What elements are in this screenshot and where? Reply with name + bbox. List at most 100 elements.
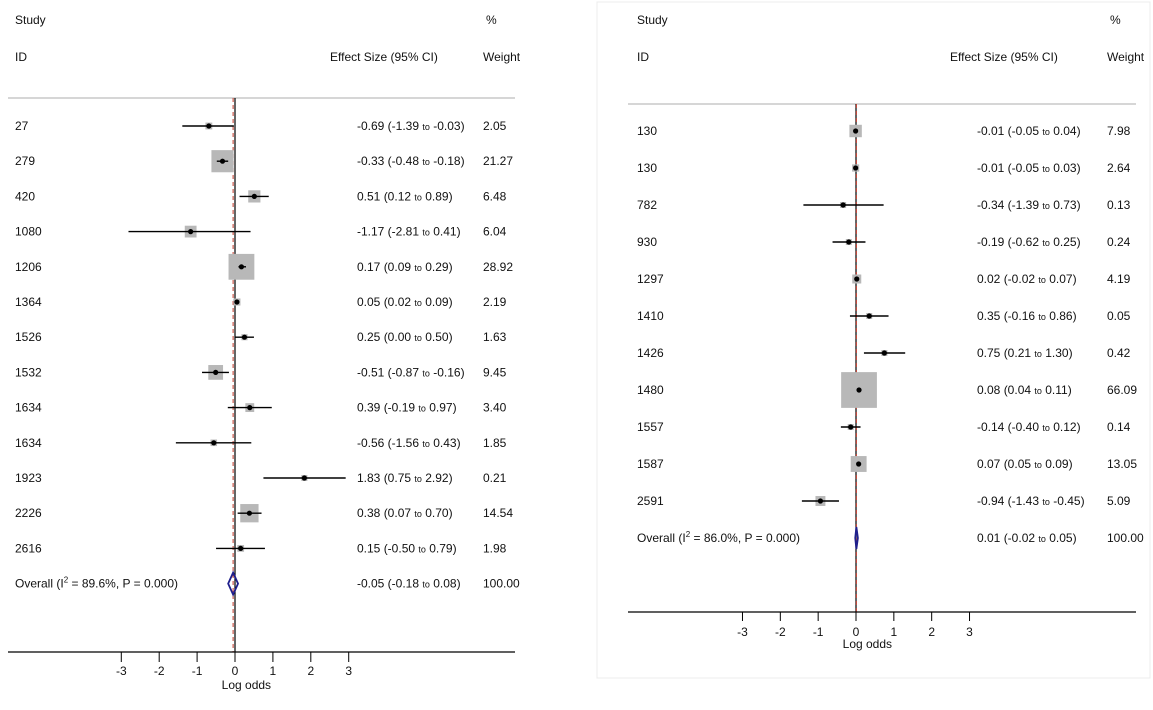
study-id: 1634 <box>15 401 42 415</box>
study-row: 2591 -0.94 (-1.43 to -0.45) 5.09 <box>637 494 1131 508</box>
overall-diamond <box>854 526 859 550</box>
point-estimate <box>846 239 852 245</box>
header-weight: Weight <box>1107 50 1145 64</box>
effect-size-ci: -0.69 (-1.39 to -0.03) <box>357 119 465 133</box>
point-estimate <box>817 498 824 504</box>
effect-size-ci: 0.02 (-0.02 to 0.07) <box>977 272 1077 286</box>
point-estimate <box>238 264 245 270</box>
study-weight: 6.48 <box>483 189 507 203</box>
study-row: 2616 0.15 (-0.50 to 0.79) 1.98 <box>15 541 507 555</box>
x-axis-label: Log odds <box>222 678 271 692</box>
study-weight: 5.09 <box>1107 494 1131 508</box>
point-estimate <box>219 158 226 164</box>
study-weight: 13.05 <box>1107 457 1137 471</box>
study-weight: 1.85 <box>483 436 507 450</box>
effect-size-ci: 0.15 (-0.50 to 0.79) <box>357 541 457 555</box>
point-estimate <box>856 387 862 393</box>
header-weight: Weight <box>483 50 521 64</box>
effect-size-ci: 0.07 (0.05 to 0.09) <box>977 457 1073 471</box>
x-tick-label: -2 <box>775 625 786 639</box>
x-tick-label: 1 <box>270 664 277 678</box>
study-row: 1080 -1.17 (-2.81 to 0.41) 6.04 <box>15 225 507 239</box>
study-id: 2591 <box>637 494 664 508</box>
effect-size-ci: 0.75 (0.21 to 1.30) <box>977 346 1073 360</box>
x-tick-label: 0 <box>853 625 860 639</box>
overall-label: Overall (I2 = 86.0%, P = 0.000) <box>637 530 800 545</box>
study-id: 130 <box>637 161 657 175</box>
study-weight: 0.13 <box>1107 198 1131 212</box>
study-row: 1410 0.35 (-0.16 to 0.86) 0.05 <box>637 309 1131 323</box>
study-id: 130 <box>637 124 657 138</box>
study-id: 27 <box>15 119 29 133</box>
study-row: 1206 0.17 (0.09 to 0.29) 28.92 <box>15 253 513 280</box>
study-row: 1587 0.07 (0.05 to 0.09) 13.05 <box>637 456 1137 472</box>
effect-size-ci: -0.34 (-1.39 to 0.73) <box>977 198 1081 212</box>
overall-row: Overall (I2 = 86.0%, P = 0.000) 0.01 (-0.… <box>637 526 1144 550</box>
effect-size-ci: 0.17 (0.09 to 0.29) <box>357 260 453 274</box>
x-tick-label: -1 <box>192 664 203 678</box>
study-row: 1634 0.39 (-0.19 to 0.97) 3.40 <box>15 401 507 415</box>
study-row: 1557 -0.14 (-0.40 to 0.12) 0.14 <box>637 420 1131 434</box>
study-weight: 2.19 <box>483 295 507 309</box>
overall-label: Overall (I2 = 89.6%, P = 0.000) <box>15 576 178 591</box>
study-id: 1532 <box>15 365 42 379</box>
study-id: 1587 <box>637 457 664 471</box>
header-study: Study <box>637 13 668 27</box>
point-estimate <box>213 369 219 375</box>
panel-border <box>596 1 1151 679</box>
study-weight: 0.14 <box>1107 420 1131 434</box>
study-id: 1206 <box>15 260 42 274</box>
effect-size-ci: 1.83 (0.75 to 2.92) <box>357 471 453 485</box>
x-tick-label: 0 <box>232 664 239 678</box>
point-estimate <box>251 193 257 199</box>
study-row: 1426 0.75 (0.21 to 1.30) 0.42 <box>637 346 1131 360</box>
study-row: 2226 0.38 (0.07 to 0.70) 14.54 <box>15 504 513 523</box>
study-id: 1634 <box>15 436 42 450</box>
study-id: 2226 <box>15 506 42 520</box>
study-id: 420 <box>15 189 35 203</box>
effect-size-ci: -0.94 (-1.43 to -0.45) <box>977 494 1085 508</box>
header-effect-size: Effect Size (95% CI) <box>330 50 438 64</box>
point-estimate <box>211 440 217 446</box>
header-id: ID <box>15 50 27 64</box>
x-tick-label: -3 <box>737 625 748 639</box>
study-weight: 0.42 <box>1107 346 1131 360</box>
effect-size-ci: 0.39 (-0.19 to 0.97) <box>357 401 457 415</box>
study-weight: 2.64 <box>1107 161 1131 175</box>
study-row: 782 -0.34 (-1.39 to 0.73) 0.13 <box>637 198 1131 212</box>
study-id: 2616 <box>15 541 42 555</box>
point-estimate <box>301 475 307 481</box>
header-study: Study <box>15 13 46 27</box>
study-row: 420 0.51 (0.12 to 0.89) 6.48 <box>15 189 507 203</box>
study-id: 1923 <box>15 471 42 485</box>
point-estimate <box>206 123 212 129</box>
effect-size-ci: -0.33 (-0.48 to -0.18) <box>357 154 465 168</box>
x-tick-label: -1 <box>813 625 824 639</box>
study-weight: 0.05 <box>1107 309 1131 323</box>
x-tick-label: -2 <box>154 664 165 678</box>
study-id: 782 <box>637 198 657 212</box>
study-id: 1526 <box>15 330 42 344</box>
point-estimate <box>840 202 846 208</box>
study-weight: 14.54 <box>483 506 513 520</box>
overall-weight: 100.00 <box>1107 531 1144 545</box>
study-id: 1557 <box>637 420 664 434</box>
point-estimate <box>238 545 244 552</box>
study-weight: 2.05 <box>483 119 507 133</box>
overall-effect-size-ci: -0.05 (-0.18 to 0.08) <box>357 577 461 591</box>
point-estimate <box>188 229 194 235</box>
study-weight: 1.98 <box>483 541 507 555</box>
effect-size-ci: -0.19 (-0.62 to 0.25) <box>977 235 1081 249</box>
study-id: 1410 <box>637 309 664 323</box>
x-tick-label: 1 <box>890 625 897 639</box>
x-tick-label: -3 <box>116 664 127 678</box>
header-effect-size: Effect Size (95% CI) <box>950 50 1058 64</box>
x-tick-label: 2 <box>307 664 314 678</box>
overall-row: Overall (I2 = 89.6%, P = 0.000) -0.05 (-0… <box>15 570 520 597</box>
study-weight: 66.09 <box>1107 383 1137 397</box>
overall-weight: 100.00 <box>483 577 520 591</box>
x-tick-label: 2 <box>928 625 935 639</box>
study-weight: 28.92 <box>483 260 513 274</box>
point-estimate <box>241 334 248 340</box>
